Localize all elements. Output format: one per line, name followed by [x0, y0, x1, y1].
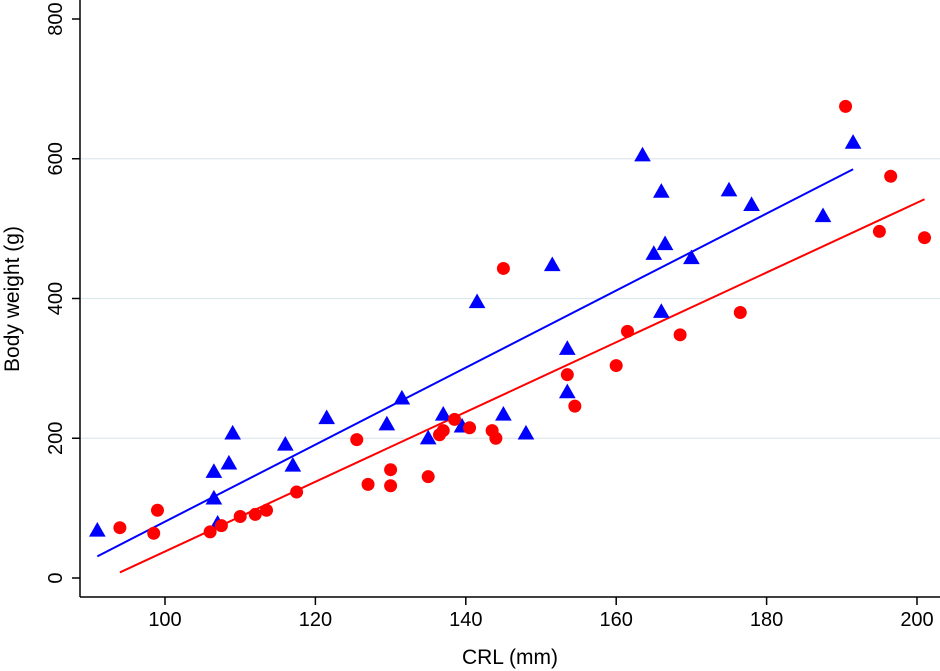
x-axis: 100 120 140 160 180 200 [80, 596, 940, 631]
triangle-series-point-2 [205, 489, 223, 505]
circle-series-point-6 [248, 507, 262, 521]
circle-series-point-8 [290, 485, 304, 499]
y-tick-label-800: 800 [45, 2, 67, 35]
triangle-series-point-9 [378, 415, 396, 431]
x-tick-label-100: 100 [148, 609, 181, 631]
circle-series-point-1 [147, 526, 161, 540]
circle-series-point-28 [872, 224, 886, 238]
triangle-series-point-1 [205, 463, 223, 478]
triangle-series-point-28 [814, 207, 832, 223]
triangle-series-point-16 [517, 424, 535, 440]
circle-series-point-5 [233, 510, 247, 524]
triangle-series-point-23 [652, 303, 670, 318]
triangle-series-point-19 [558, 383, 576, 399]
x-tick-label-120: 120 [299, 609, 332, 631]
triangle-series-point-27 [743, 196, 760, 211]
triangle-series-point-11 [419, 429, 437, 445]
circle-series-point-3 [203, 525, 217, 539]
circle-series-point-20 [496, 261, 510, 275]
y-axis-title: Body weight (g) [1, 226, 24, 372]
circle-series-point-25 [673, 328, 687, 342]
circle-series-point-29 [884, 169, 898, 183]
circle-series-point-26 [733, 305, 747, 319]
triangle-series-point-18 [558, 340, 576, 355]
triangle-series-point-12 [434, 405, 452, 421]
circle-series-point-19 [489, 431, 503, 445]
triangle-series-fit-line [96, 168, 854, 558]
triangle-series-point-4 [220, 454, 238, 470]
triangle-series-point-25 [683, 249, 700, 265]
circle-series-point-0 [113, 521, 127, 535]
triangle-series-point-14 [468, 293, 486, 309]
triangle-series-point-22 [652, 183, 670, 198]
circle-series-point-15 [436, 424, 450, 438]
triangle-series-point-29 [844, 134, 862, 149]
circle-series-point-4 [214, 519, 228, 533]
circle-series-point-10 [361, 477, 375, 491]
triangle-series-point-10 [393, 389, 411, 405]
circle-series-point-9 [350, 433, 364, 447]
circle-series-point-27 [839, 99, 853, 113]
x-tick-label-140: 140 [449, 609, 482, 631]
x-tick-label-180: 180 [750, 609, 783, 631]
circle-series-point-2 [150, 503, 164, 517]
circle-series-point-30 [918, 231, 932, 245]
circle-series-point-23 [609, 359, 623, 373]
triangle-series-point-0 [88, 521, 106, 537]
circle-series-point-7 [260, 503, 274, 517]
triangle-series-point-21 [645, 245, 663, 260]
y-tick-label-0: 0 [45, 572, 67, 583]
x-tick-label-200: 200 [900, 609, 933, 631]
circle-series-point-22 [568, 399, 582, 413]
circle-series-point-13 [421, 470, 435, 484]
y-tick-label-200: 200 [45, 422, 67, 455]
x-tick-label-160: 160 [600, 609, 633, 631]
circle-series-point-11 [384, 463, 398, 477]
triangle-series-point-17 [543, 256, 561, 272]
triangle-series-point-6 [276, 436, 294, 451]
y-tick-label-400: 400 [45, 282, 67, 315]
circle-series-point-24 [620, 324, 634, 338]
triangle-series-point-26 [720, 181, 738, 197]
grid [81, 158, 940, 439]
circle-series-point-16 [448, 412, 462, 426]
triangle-series-point-20 [634, 146, 651, 162]
triangle-series-point-8 [318, 409, 336, 425]
triangle-series-point-5 [224, 424, 242, 440]
y-tick-label-600: 600 [45, 142, 67, 175]
triangle-series-point-15 [495, 405, 512, 421]
fit-lines [96, 168, 925, 574]
x-axis-title: CRL (mm) [462, 646, 558, 669]
circle-series-point-21 [560, 368, 574, 382]
y-axis: 0 200 400 600 800 [45, 0, 81, 597]
triangle-series-point-7 [284, 457, 302, 472]
circle-series-point-12 [384, 479, 398, 493]
data-points [88, 99, 932, 540]
circle-series-point-17 [463, 421, 477, 435]
triangle-series-point-24 [656, 235, 674, 251]
